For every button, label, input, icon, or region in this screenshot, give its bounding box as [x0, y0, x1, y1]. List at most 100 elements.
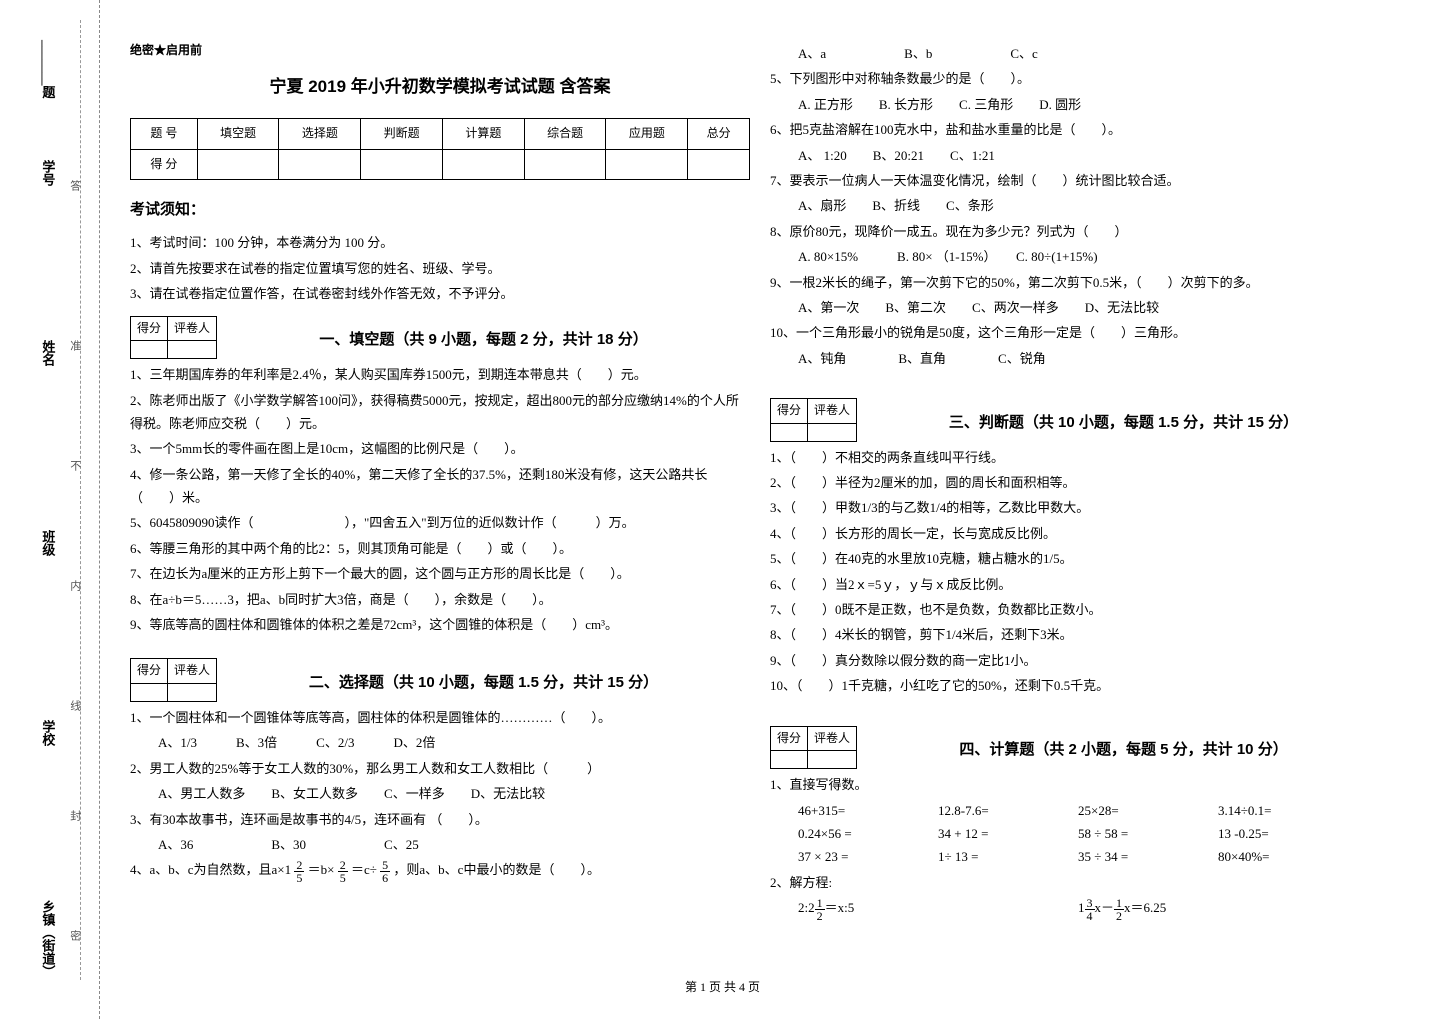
score-h0: 题 号: [131, 119, 198, 150]
dotted-word-5: 准: [64, 340, 84, 351]
calc-cell: 37 × 23 =: [798, 845, 938, 868]
score-table: 题 号 填空题 选择题 判断题 计算题 综合题 应用题 总分 得 分: [130, 118, 750, 180]
section1-title: 一、填空题（共 9 小题，每题 2 分，共计 18 分）: [217, 326, 750, 353]
s2-q3: 3、有30本故事书，连环画是故事书的4/5，连环画有 （ ）。: [130, 808, 750, 831]
score-cell[interactable]: [606, 149, 688, 180]
calc-cell: 13 -0.25=: [1218, 822, 1358, 845]
mini-blank[interactable]: [771, 423, 808, 441]
s2-q4-mid1: ＝b×: [308, 862, 335, 877]
mini-blank[interactable]: [131, 684, 168, 702]
left-column: 绝密★启用前 宁夏 2019 年小升初数学模拟考试试题 含答案 题 号 填空题 …: [120, 40, 760, 924]
s2-q1-opts: A、1/3 B、3倍 C、2/3 D、2倍: [158, 731, 750, 754]
s1-q1: 1、三年期国库券的年利率是2.4％，某人购买国库券1500元，到期连本带息共（ …: [130, 363, 750, 386]
strip-top-label: _______题: [36, 40, 59, 99]
calc-row-1: 0.24×56 = 34 + 12 = 58 ÷ 58 = 13 -0.25=: [798, 822, 1390, 845]
s3-q8: 8、（ ）4米长的钢管，剪下1/4米后，还剩下3米。: [770, 623, 1390, 646]
mini-blank[interactable]: [808, 751, 857, 769]
dotted-word-6: 答: [64, 180, 84, 191]
s4-eq1: 2:212＝x:5: [798, 896, 1078, 922]
s4-q1-label: 1、直接写得数。: [770, 773, 1390, 796]
score-h4: 计算题: [442, 119, 524, 150]
score-cell[interactable]: [442, 149, 524, 180]
score-h3: 判断题: [361, 119, 443, 150]
grader-table-3: 得分评卷人: [770, 398, 857, 442]
dotted-word-3: 内: [64, 580, 84, 591]
frac-d: 4: [1085, 910, 1095, 922]
mini-blank[interactable]: [771, 751, 808, 769]
s1-q5: 5、6045809090读作（ ），"四舍五入"到万位的近似数计作（ ）万。: [130, 511, 750, 534]
s2-q10-opts: A、钝角 B、直角 C、锐角: [798, 347, 1390, 370]
dotted-word-4: 不: [64, 460, 84, 471]
s4-eq2: 134x－12x＝6.25: [1078, 896, 1166, 922]
eq-text: 2:2: [798, 900, 815, 915]
score-h2: 选择题: [279, 119, 361, 150]
s3-q2: 2、（ ）半径为2厘米的加，圆的周长和面积相等。: [770, 471, 1390, 494]
instruction-3: 3、请在试卷指定位置作答，在试卷密封线外作答无效，不予评分。: [130, 282, 750, 305]
binding-strip: 乡镇（街道） 学校 班级 姓名 学号 _______题 密 封 线 内 不 准 …: [0, 0, 100, 1019]
score-h7: 总分: [688, 119, 750, 150]
score-cell[interactable]: [361, 149, 443, 180]
score-row-label: 得 分: [131, 149, 198, 180]
s1-q2: 2、陈老师出版了《小学数学解答100问》，获得稿费5000元，按规定，超出800…: [130, 389, 750, 436]
s2-q7: 7、要表示一位病人一天体温变化情况，绘制（ ）统计图比较合适。: [770, 169, 1390, 192]
score-cell[interactable]: [688, 149, 750, 180]
s2-q9-opts: A、第一次 B、第二次 C、两次一样多 D、无法比较: [798, 296, 1390, 319]
score-cell[interactable]: [279, 149, 361, 180]
mini-c2: 评卷人: [808, 399, 857, 424]
s2-q5-opts: A. 正方形 B. 长方形 C. 三角形 D. 圆形: [798, 93, 1390, 116]
score-cell[interactable]: [197, 149, 279, 180]
frac-d: 2: [815, 910, 825, 922]
s2-q2-opts: A、男工人数多 B、女工人数多 C、一样多 D、无法比较: [158, 782, 750, 805]
page-content: 绝密★启用前 宁夏 2019 年小升初数学模拟考试试题 含答案 题 号 填空题 …: [120, 40, 1420, 924]
calc-cell: 80×40%=: [1218, 845, 1358, 868]
s2-q4-pre: 4、a、b、c为自然数，且a×1: [130, 862, 291, 877]
score-cell[interactable]: [524, 149, 606, 180]
s2-q8-opts: A. 80×15% B. 80× （1-15%） C. 80÷(1+15%): [798, 245, 1390, 268]
mini-c2: 评卷人: [808, 726, 857, 751]
s1-q3: 3、一个5mm长的零件画在图上是10cm，这幅图的比例尺是（ ）。: [130, 437, 750, 460]
s3-q7: 7、（ ）0既不是正数，也不是负数，负数都比正数小。: [770, 598, 1390, 621]
section2-title: 二、选择题（共 10 小题，每题 1.5 分，共计 15 分）: [217, 669, 750, 696]
s1-q6: 6、等腰三角形的其中两个角的比2：5，则其顶角可能是（ ）或（ ）。: [130, 537, 750, 560]
frac-n: 5: [380, 859, 390, 872]
grader-table-1: 得分评卷人: [130, 316, 217, 360]
s2-q4: 4、a、b、c为自然数，且a×1 25 ＝b× 25 ＝c÷ 56 ，则a、b、…: [130, 858, 750, 884]
s2-q9: 9、一根2米长的绳子，第一次剪下它的50%，第二次剪下0.5米，（ ）次剪下的多…: [770, 271, 1390, 294]
s2-q10: 10、一个三角形最小的锐角是50度，这个三角形一定是（ ）三角形。: [770, 321, 1390, 344]
mini-blank[interactable]: [168, 341, 217, 359]
calc-cell: 3.14÷0.1=: [1218, 799, 1358, 822]
instruction-1: 1、考试时间：100 分钟，本卷满分为 100 分。: [130, 231, 750, 254]
mini-blank[interactable]: [131, 341, 168, 359]
score-h5: 综合题: [524, 119, 606, 150]
s3-q1: 1、（ ）不相交的两条直线叫平行线。: [770, 446, 1390, 469]
mini-blank[interactable]: [808, 423, 857, 441]
calc-cell: 0.24×56 =: [798, 822, 938, 845]
calc-row-0: 46+315= 12.8-7.6= 25×28= 3.14÷0.1=: [798, 799, 1390, 822]
section4-title: 四、计算题（共 2 小题，每题 5 分，共计 10 分）: [857, 736, 1390, 763]
strip-label-2: 班级: [36, 530, 59, 556]
s2-q7-opts: A、扇形 B、折线 C、条形: [798, 194, 1390, 217]
s3-q4: 4、（ ）长方形的周长一定，长与宽成反比例。: [770, 522, 1390, 545]
mini-blank[interactable]: [168, 684, 217, 702]
score-h6: 应用题: [606, 119, 688, 150]
dotted-word-2: 线: [64, 700, 84, 711]
frac-d: 5: [338, 872, 348, 884]
calc-cell: 12.8-7.6=: [938, 799, 1078, 822]
frac-d: 5: [294, 872, 304, 884]
dotted-word-1: 封: [64, 810, 84, 821]
grader-table-4: 得分评卷人: [770, 726, 857, 770]
instruction-2: 2、请首先按要求在试卷的指定位置填写您的姓名、班级、学号。: [130, 257, 750, 280]
frac-n: 3: [1085, 897, 1095, 910]
eq-text: ＝x:5: [825, 900, 855, 915]
strip-label-0: 乡镇（街道）: [36, 900, 59, 978]
secret-label: 绝密★启用前: [130, 40, 750, 62]
strip-label-3: 姓名: [36, 340, 59, 366]
strip-label-1: 学校: [36, 720, 59, 746]
frac-d: 2: [1114, 910, 1124, 922]
calc-cell: 35 ÷ 34 =: [1078, 845, 1218, 868]
s2-q6: 6、把5克盐溶解在100克水中，盐和盐水重量的比是（ ）。: [770, 118, 1390, 141]
s2-q4-post: ，则a、b、c中最小的数是（ ）。: [393, 862, 600, 877]
score-h1: 填空题: [197, 119, 279, 150]
frac-d: 6: [380, 872, 390, 884]
mini-c1: 得分: [771, 399, 808, 424]
